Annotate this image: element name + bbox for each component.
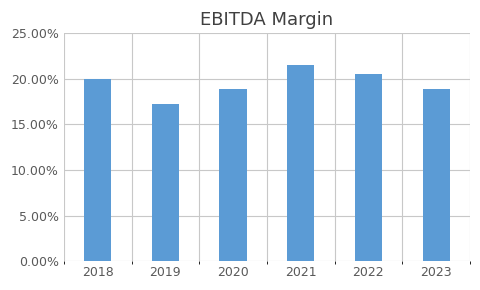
Bar	[287, 65, 313, 261]
Title: EBITDA Margin: EBITDA Margin	[200, 11, 333, 29]
Bar	[84, 79, 111, 261]
Bar	[354, 74, 381, 261]
Bar	[219, 88, 246, 261]
Bar	[152, 104, 179, 261]
Bar	[421, 89, 449, 261]
